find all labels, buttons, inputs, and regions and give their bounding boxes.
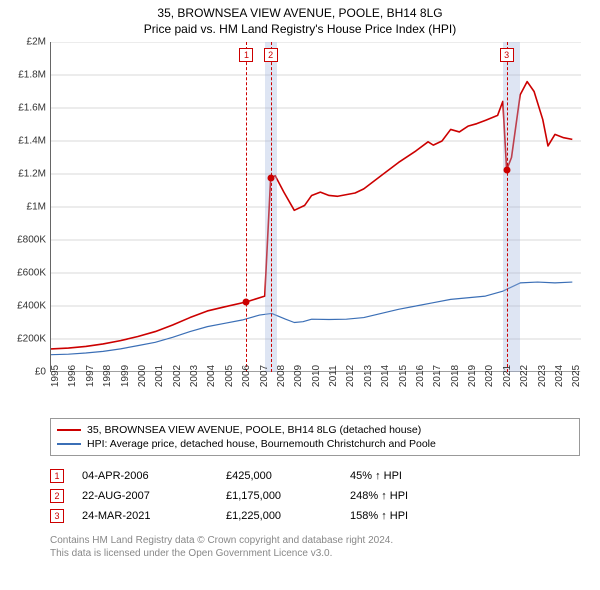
y-tick-label: £1M	[27, 202, 46, 213]
event-band	[503, 42, 520, 372]
sale-marker-dot	[243, 298, 250, 305]
table-row: 1 04-APR-2006 £425,000 45% ↑ HPI	[50, 466, 580, 486]
y-tick-label: £0	[35, 367, 46, 378]
x-tick-label: 2008	[276, 365, 287, 387]
event-delta: 158% ↑ HPI	[350, 506, 490, 526]
x-tick-label: 2023	[537, 365, 548, 387]
x-tick-label: 1997	[85, 365, 96, 387]
event-guide-line	[507, 42, 508, 372]
x-tick-label: 2009	[293, 365, 304, 387]
event-delta: 45% ↑ HPI	[350, 466, 490, 486]
x-tick-label: 2017	[432, 365, 443, 387]
event-date: 04-APR-2006	[82, 466, 222, 486]
x-tick-label: 2015	[398, 365, 409, 387]
title-address: 35, BROWNSEA VIEW AVENUE, POOLE, BH14 8L…	[8, 6, 592, 20]
event-number-badge: 2	[50, 489, 64, 503]
event-price: £1,225,000	[226, 506, 346, 526]
event-marker-badge: 2	[264, 48, 278, 62]
title-subtitle: Price paid vs. HM Land Registry's House …	[8, 22, 592, 36]
x-axis: 1995199619971998199920002001200220032004…	[50, 372, 580, 412]
legend-swatch	[57, 443, 81, 445]
footer-line: This data is licensed under the Open Gov…	[50, 547, 580, 560]
x-tick-label: 2001	[154, 365, 165, 387]
footer-attribution: Contains HM Land Registry data © Crown c…	[50, 534, 580, 560]
sale-marker-dot	[267, 175, 274, 182]
event-marker-badge: 3	[500, 48, 514, 62]
title-block: 35, BROWNSEA VIEW AVENUE, POOLE, BH14 8L…	[8, 6, 592, 42]
chart-container: 35, BROWNSEA VIEW AVENUE, POOLE, BH14 8L…	[0, 0, 600, 590]
x-tick-label: 2000	[137, 365, 148, 387]
x-tick-label: 2024	[554, 365, 565, 387]
x-tick-label: 2013	[363, 365, 374, 387]
y-tick-label: £2M	[27, 37, 46, 48]
x-tick-label: 2025	[571, 365, 582, 387]
event-date: 22-AUG-2007	[82, 486, 222, 506]
event-marker-badge: 1	[239, 48, 253, 62]
event-number-badge: 3	[50, 509, 64, 523]
x-tick-label: 2016	[415, 365, 426, 387]
y-tick-label: £1.4M	[18, 136, 46, 147]
x-tick-label: 1996	[67, 365, 78, 387]
x-tick-label: 2006	[241, 365, 252, 387]
y-tick-label: £1.6M	[18, 103, 46, 114]
y-axis: £0£200K£400K£600K£800K£1M£1.2M£1.4M£1.6M…	[8, 42, 50, 372]
x-tick-label: 2020	[484, 365, 495, 387]
events-table: 1 04-APR-2006 £425,000 45% ↑ HPI 2 22-AU…	[50, 466, 580, 526]
event-price: £425,000	[226, 466, 346, 486]
y-tick-label: £800K	[17, 235, 46, 246]
x-tick-label: 2014	[380, 365, 391, 387]
table-row: 2 22-AUG-2007 £1,175,000 248% ↑ HPI	[50, 486, 580, 506]
event-guide-line	[271, 42, 272, 372]
y-tick-label: £400K	[17, 301, 46, 312]
chart-area: £0 £200K £400K £600K £800K £1M £1.2M £1.4M £1.6M…	[8, 42, 592, 412]
x-tick-label: 2019	[467, 365, 478, 387]
y-tick-label: £200K	[17, 334, 46, 345]
x-tick-label: 2018	[450, 365, 461, 387]
x-tick-label: 2007	[259, 365, 270, 387]
x-tick-label: 1999	[120, 365, 131, 387]
plot-area: 12 3	[50, 42, 580, 372]
x-tick-label: 2004	[206, 365, 217, 387]
x-tick-label: 2021	[502, 365, 513, 387]
x-tick-label: 2011	[328, 365, 339, 387]
x-tick-label: 2002	[172, 365, 183, 387]
event-guide-line	[246, 42, 247, 372]
y-tick-label: £1.8M	[18, 70, 46, 81]
event-number-badge: 1	[50, 469, 64, 483]
legend-item-hpi: HPI: Average price, detached house, Bour…	[57, 437, 573, 451]
sale-marker-dot	[503, 166, 510, 173]
x-tick-label: 2012	[345, 365, 356, 387]
x-tick-label: 1995	[50, 365, 61, 387]
x-tick-label: 2010	[311, 365, 322, 387]
y-tick-label: £1.2M	[18, 169, 46, 180]
event-delta: 248% ↑ HPI	[350, 486, 490, 506]
table-row: 3 24-MAR-2021 £1,225,000 158% ↑ HPI	[50, 506, 580, 526]
legend-label: HPI: Average price, detached house, Bour…	[87, 437, 436, 451]
legend-label: 35, BROWNSEA VIEW AVENUE, POOLE, BH14 8L…	[87, 423, 421, 437]
event-date: 24-MAR-2021	[82, 506, 222, 526]
x-tick-label: 2022	[519, 365, 530, 387]
y-tick-label: £600K	[17, 268, 46, 279]
legend-box: 35, BROWNSEA VIEW AVENUE, POOLE, BH14 8L…	[50, 418, 580, 456]
footer-line: Contains HM Land Registry data © Crown c…	[50, 534, 580, 547]
x-tick-label: 2003	[189, 365, 200, 387]
event-price: £1,175,000	[226, 486, 346, 506]
legend-swatch	[57, 429, 81, 431]
x-tick-label: 2005	[224, 365, 235, 387]
legend-item-price-paid: 35, BROWNSEA VIEW AVENUE, POOLE, BH14 8L…	[57, 423, 573, 437]
plot-svg	[51, 42, 581, 372]
x-tick-label: 1998	[102, 365, 113, 387]
